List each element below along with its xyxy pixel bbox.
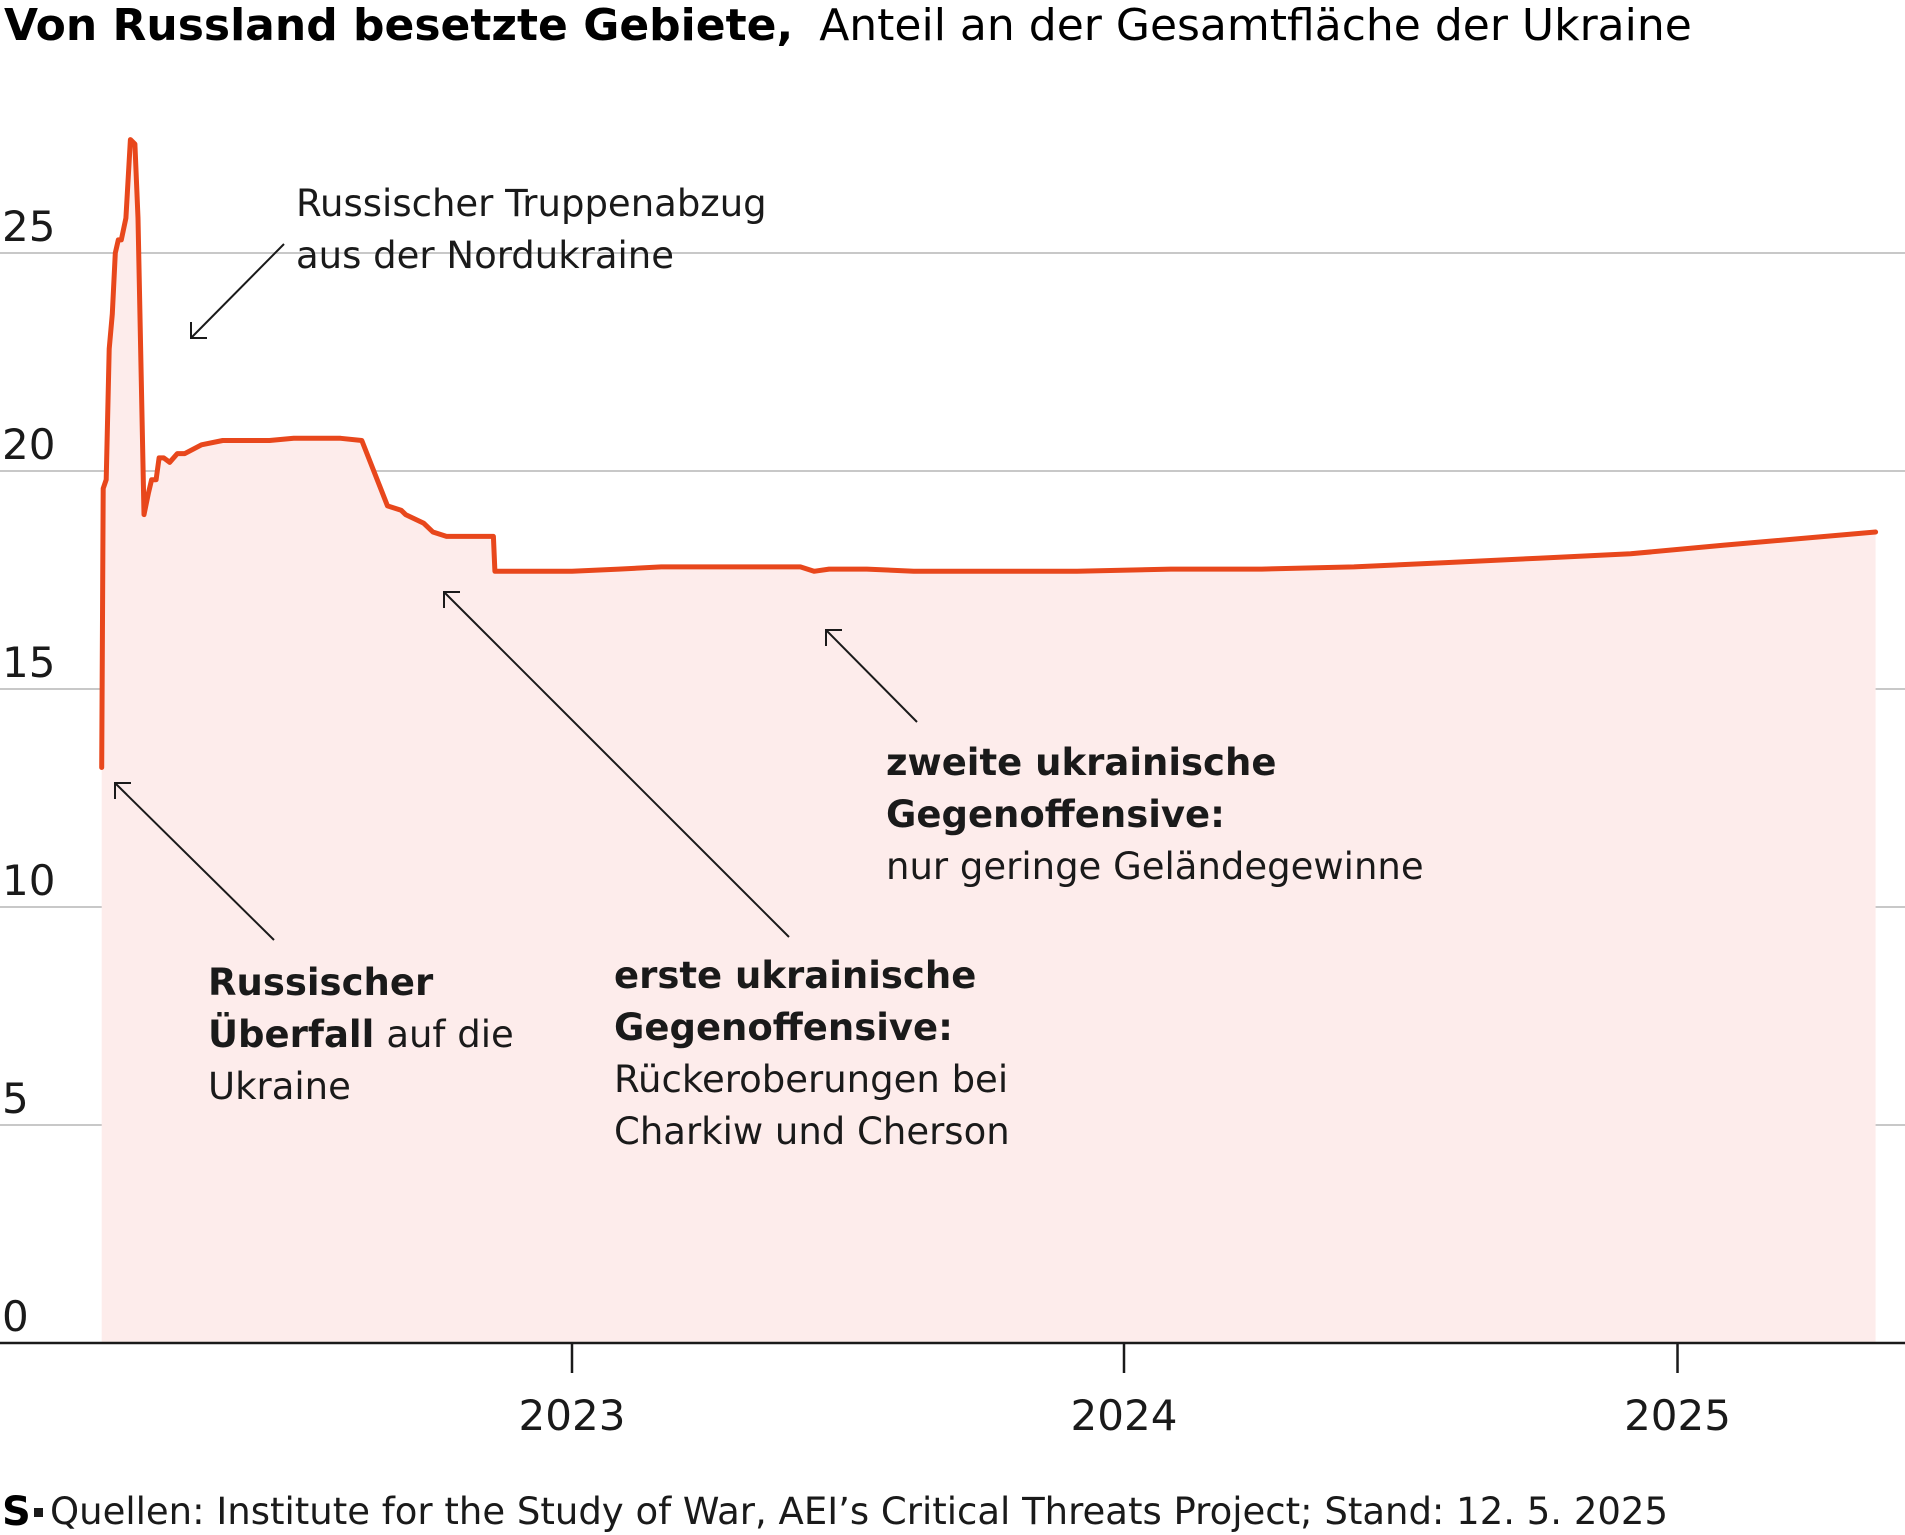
y-axis-ticks: 0 5 10 15 20 25 xyxy=(2,202,55,1341)
series-line xyxy=(99,137,1879,770)
annotation-line: Russischer xyxy=(208,961,434,1004)
annotation-line: Charkiw und Cherson xyxy=(614,1110,1010,1153)
arrow-icon xyxy=(825,629,918,723)
annotation-line: nur geringe Geländegewinne xyxy=(886,845,1424,888)
y-tick-label: 15 xyxy=(2,638,55,687)
arrow-icon xyxy=(114,782,275,941)
series-area xyxy=(101,139,1876,1344)
publisher-logo: S xyxy=(2,1489,31,1535)
annotation-line: Rückeroberungen bei xyxy=(614,1058,1008,1101)
annotation-zweite-gegenoffensive: zweite ukrainische Gegenoffensive: nur g… xyxy=(825,629,1424,888)
arrow-icon xyxy=(190,243,285,339)
separator-icon xyxy=(34,1508,43,1517)
annotation-line: aus der Nordukraine xyxy=(296,234,674,277)
source-footer: S Quellen: Institute for the Study of Wa… xyxy=(2,1489,1668,1535)
y-tick-label: 25 xyxy=(2,202,55,251)
annotation-truppenabzug: Russischer Truppenabzug aus der Nordukra… xyxy=(190,182,767,339)
x-tick-label: 2024 xyxy=(1071,1391,1178,1440)
y-tick-label: 10 xyxy=(2,856,55,905)
annotation-line: Gegenoffensive: xyxy=(886,793,1225,836)
y-tick-label: 20 xyxy=(2,420,55,469)
annotation-line: erste ukrainische xyxy=(614,954,976,997)
chart-title-normal: Anteil an der Gesamtfläche der Ukraine xyxy=(819,0,1692,51)
arrow-icon xyxy=(443,591,790,938)
annotation-line: Russischer Truppenabzug xyxy=(296,182,767,225)
annotation-normal: auf die xyxy=(386,1013,513,1056)
annotation-erste-gegenoffensive: erste ukrainische Gegenoffensive: Rücker… xyxy=(443,591,1010,1153)
source-text: Quellen: Institute for the Study of War,… xyxy=(50,1490,1668,1533)
y-tick-label: 5 xyxy=(2,1074,29,1123)
annotation-line: Überfall auf die xyxy=(208,1012,514,1056)
x-tick-label: 2023 xyxy=(519,1391,626,1440)
chart-title: Von Russland besetzte Gebiete, Anteil an… xyxy=(4,0,1692,51)
annotation-ueberfall: Russischer Überfall auf die Ukraine xyxy=(114,782,514,1108)
y-tick-label: 0 xyxy=(2,1292,29,1341)
annotation-line: Gegenoffensive: xyxy=(614,1006,953,1049)
x-axis-ticks: 2023 2024 2025 xyxy=(519,1343,1731,1440)
annotation-bold: Überfall xyxy=(208,1012,374,1056)
annotation-line: zweite ukrainische xyxy=(886,741,1276,784)
annotation-line: Ukraine xyxy=(208,1065,351,1108)
x-tick-label: 2025 xyxy=(1624,1391,1731,1440)
chart-title-bold: Von Russland besetzte Gebiete, xyxy=(4,0,793,51)
